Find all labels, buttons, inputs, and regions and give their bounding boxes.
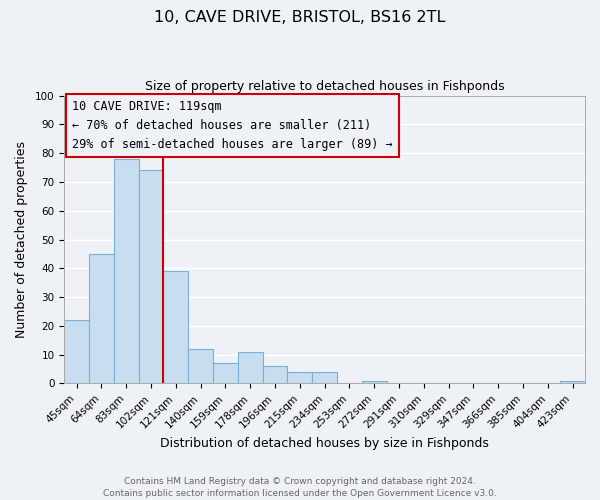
- Text: 10 CAVE DRIVE: 119sqm
← 70% of detached houses are smaller (211)
29% of semi-det: 10 CAVE DRIVE: 119sqm ← 70% of detached …: [72, 100, 393, 151]
- Bar: [89, 254, 114, 384]
- Bar: [287, 372, 312, 384]
- Bar: [64, 320, 89, 384]
- Bar: [139, 170, 163, 384]
- Bar: [238, 352, 263, 384]
- Bar: [188, 349, 213, 384]
- Text: 10, CAVE DRIVE, BRISTOL, BS16 2TL: 10, CAVE DRIVE, BRISTOL, BS16 2TL: [154, 10, 446, 25]
- Bar: [114, 159, 139, 384]
- Bar: [560, 380, 585, 384]
- Bar: [312, 372, 337, 384]
- Bar: [213, 364, 238, 384]
- Bar: [362, 380, 386, 384]
- Text: Contains HM Land Registry data © Crown copyright and database right 2024.
Contai: Contains HM Land Registry data © Crown c…: [103, 476, 497, 498]
- Y-axis label: Number of detached properties: Number of detached properties: [15, 141, 28, 338]
- Title: Size of property relative to detached houses in Fishponds: Size of property relative to detached ho…: [145, 80, 505, 93]
- Bar: [163, 271, 188, 384]
- Bar: [263, 366, 287, 384]
- X-axis label: Distribution of detached houses by size in Fishponds: Distribution of detached houses by size …: [160, 437, 489, 450]
